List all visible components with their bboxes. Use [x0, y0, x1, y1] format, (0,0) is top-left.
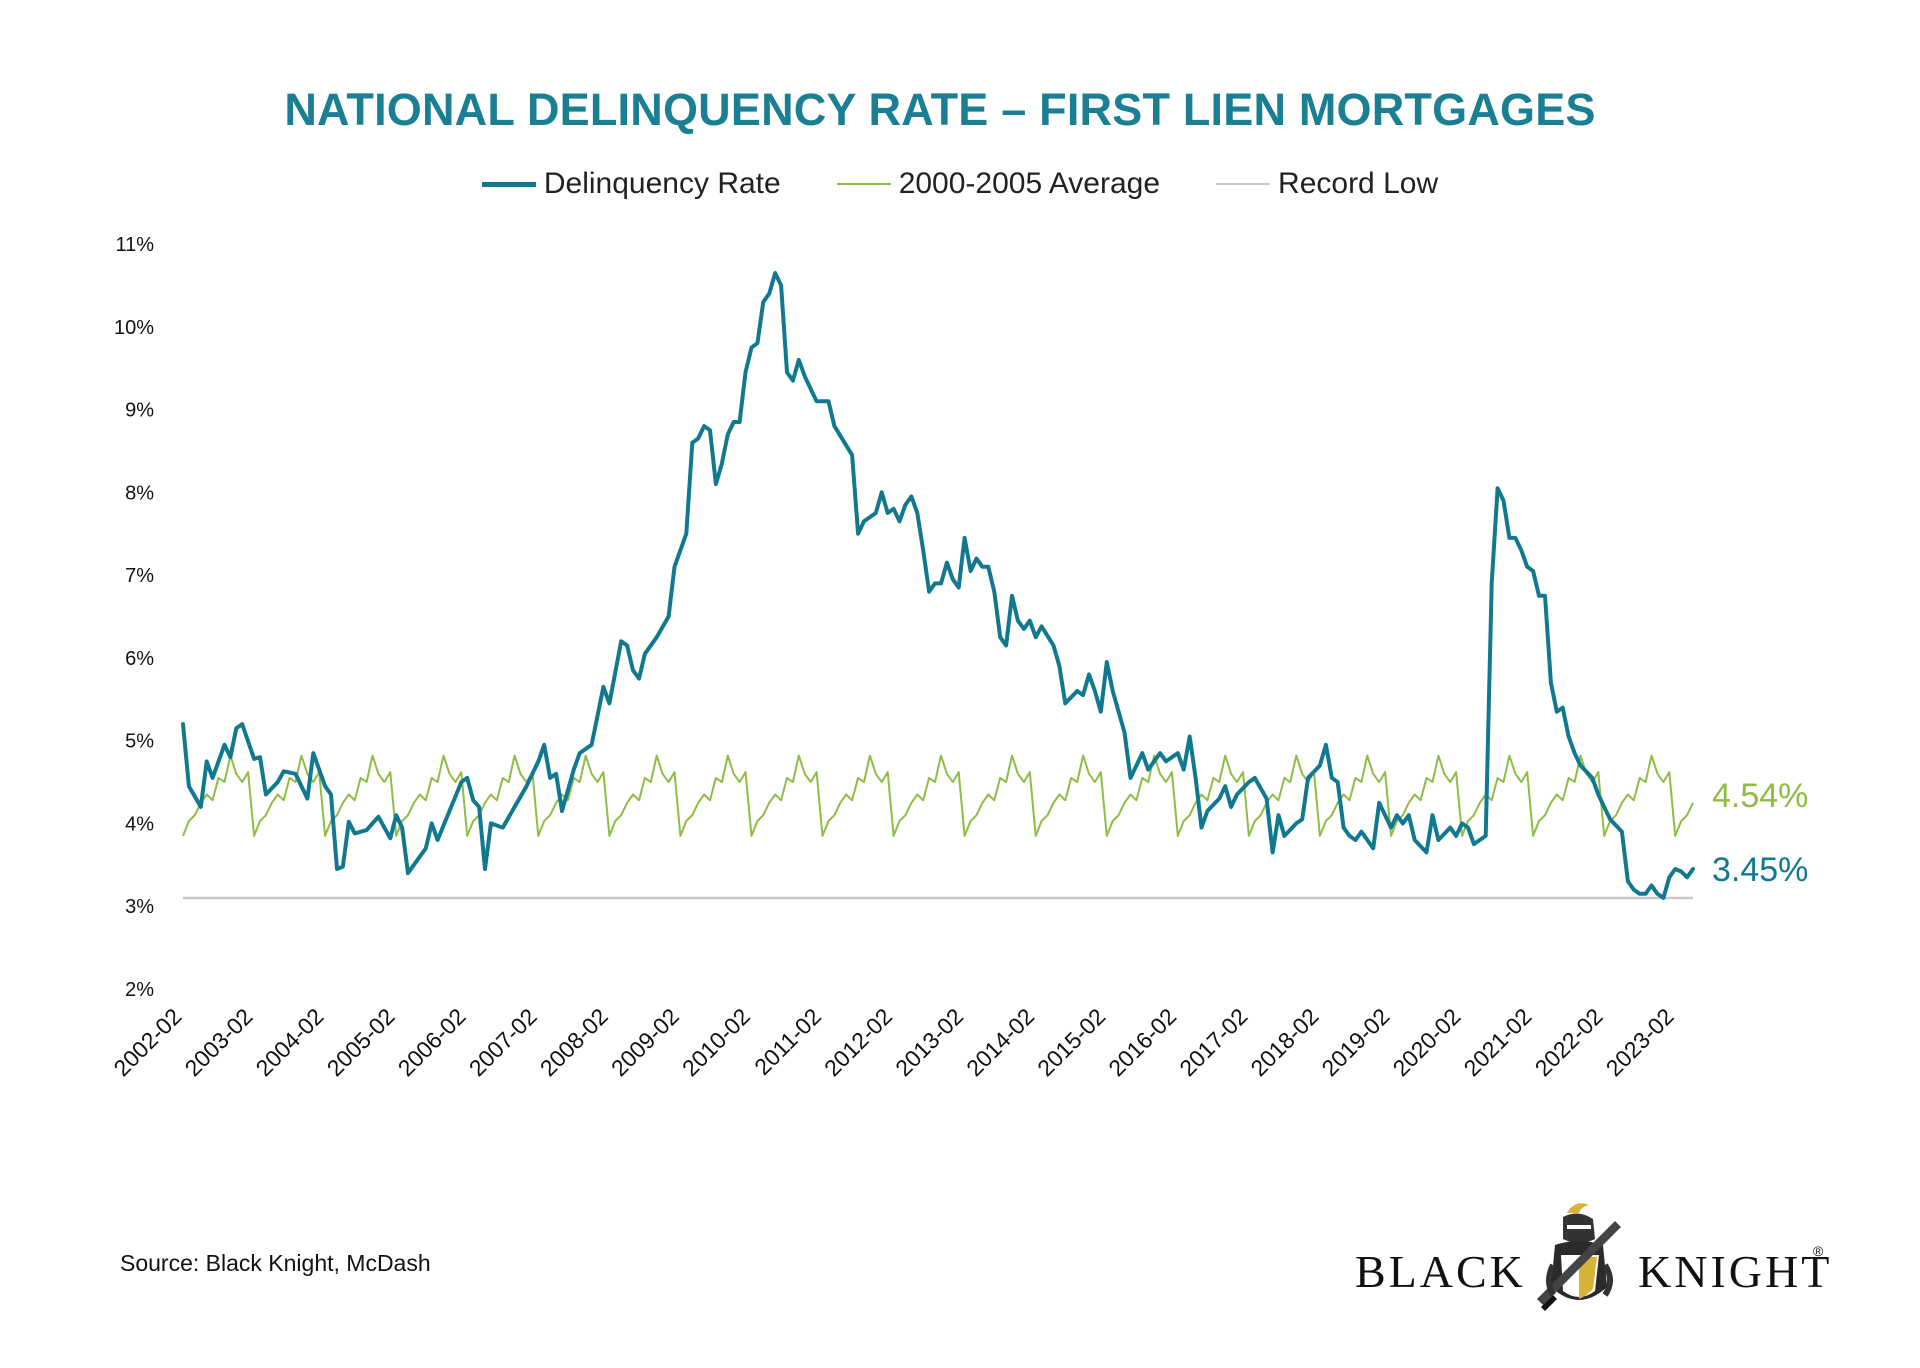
x-tick-label: 2003-02	[180, 1003, 258, 1081]
legend-swatch-record-low	[1216, 183, 1271, 185]
x-tick-label: 2013-02	[890, 1003, 968, 1081]
knight-emblem-icon	[1537, 1203, 1621, 1311]
x-tick-label: 2011-02	[749, 1003, 826, 1080]
y-tick-label: 11%	[115, 234, 154, 256]
x-tick-label: 2008-02	[535, 1003, 613, 1081]
y-tick-label: 3%	[125, 896, 154, 918]
y-tick-label: 4%	[125, 813, 154, 835]
legend-label-average: 2000-2005 Average	[898, 167, 1161, 200]
x-tick-label: 2007-02	[464, 1003, 542, 1081]
x-tick-label: 2015-02	[1032, 1003, 1110, 1081]
x-tick-label: 2016-02	[1103, 1003, 1181, 1081]
x-tick-label: 2018-02	[1245, 1003, 1323, 1081]
y-tick-label: 2%	[125, 979, 154, 1001]
x-tick-label: 2021-02	[1459, 1003, 1537, 1081]
x-tick-label: 2014-02	[961, 1003, 1039, 1081]
x-tick-label: 2017-02	[1174, 1003, 1252, 1081]
x-tick-label: 2023-02	[1601, 1003, 1679, 1081]
chart-legend: Delinquency Rate 2000-2005 Average Recor…	[0, 164, 1920, 204]
chart-title: NATIONAL DELINQUENCY RATE – FIRST LIEN M…	[284, 84, 1596, 135]
legend-swatch-average	[836, 183, 891, 185]
x-tick-label: 2022-02	[1530, 1003, 1608, 1081]
delinquency-series-line	[181, 271, 1695, 900]
legend-item-average: 2000-2005 Average	[836, 167, 1161, 201]
delinquency-end-label: 3.45%	[1712, 851, 1808, 889]
y-tick-label: 9%	[125, 400, 154, 422]
y-tick-label: 7%	[125, 565, 154, 587]
logo-registered-mark: ®	[1813, 1243, 1824, 1259]
x-tick-label: 2002-02	[108, 1003, 186, 1081]
x-tick-label: 2005-02	[322, 1003, 400, 1081]
x-tick-label: 2020-02	[1388, 1003, 1466, 1081]
legend-label-record-low: Record Low	[1278, 167, 1439, 200]
y-tick-label: 8%	[125, 482, 154, 504]
black-knight-logo: BLACK KNIGHT ®	[1355, 1195, 1830, 1320]
legend-item-delinquency: Delinquency Rate	[481, 167, 781, 201]
x-tick-label: 2019-02	[1316, 1003, 1394, 1081]
logo-text-black: BLACK	[1355, 1246, 1526, 1297]
x-tick-label: 2004-02	[251, 1003, 329, 1081]
average-series-line	[182, 754, 1694, 837]
logo-text-knight: KNIGHT	[1638, 1246, 1833, 1297]
legend-swatch-delinquency	[481, 181, 536, 187]
x-tick-label: 2012-02	[819, 1003, 897, 1081]
legend-label-delinquency: Delinquency Rate	[543, 167, 781, 200]
average-end-label: 4.54%	[1712, 777, 1808, 815]
x-tick-label: 2010-02	[677, 1003, 755, 1081]
legend-item-record-low: Record Low	[1216, 167, 1438, 201]
x-tick-label: 2009-02	[606, 1003, 684, 1081]
y-tick-label: 10%	[114, 317, 154, 339]
y-tick-label: 6%	[125, 648, 154, 670]
source-note: Source: Black Knight, McDash	[120, 1250, 431, 1276]
x-tick-label: 2006-02	[393, 1003, 471, 1081]
y-tick-label: 5%	[125, 731, 154, 753]
